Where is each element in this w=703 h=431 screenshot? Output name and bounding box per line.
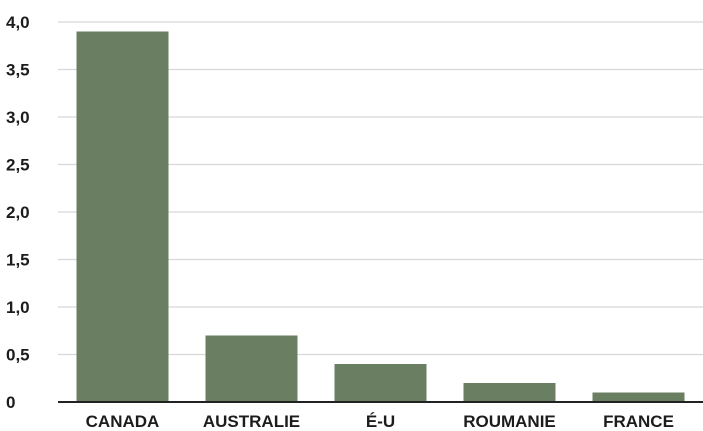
y-tick-label: 0: [6, 393, 15, 412]
x-category-label: FRANCE: [603, 412, 674, 431]
x-category-label: CANADA: [86, 412, 160, 431]
y-tick-label: 2,5: [6, 156, 30, 175]
x-category-label: ROUMANIE: [463, 412, 556, 431]
bar-4: [463, 383, 556, 402]
bar-2: [205, 335, 298, 402]
x-category-label: É-U: [366, 412, 395, 431]
bar-1: [76, 31, 169, 402]
bars: [76, 31, 685, 402]
y-tick-label: 3,5: [6, 61, 30, 80]
y-tick-label: 3,0: [6, 108, 30, 127]
y-tick-label: 2,0: [6, 203, 30, 222]
y-tick-label: 0,5: [6, 346, 30, 365]
y-tick-label: 1,5: [6, 251, 30, 270]
x-axis-category-labels: CANADA AUSTRALIE É-U ROUMANIE FRANCE: [86, 412, 674, 431]
bar-3: [334, 364, 427, 402]
y-axis-tick-labels: 0 0,5 1,0 1,5 2,0 2,5 3,0 3,5 4,0: [6, 13, 30, 412]
y-tick-label: 4,0: [6, 13, 30, 32]
bar-5: [592, 392, 685, 402]
y-tick-label: 1,0: [6, 298, 30, 317]
x-category-label: AUSTRALIE: [203, 412, 300, 431]
